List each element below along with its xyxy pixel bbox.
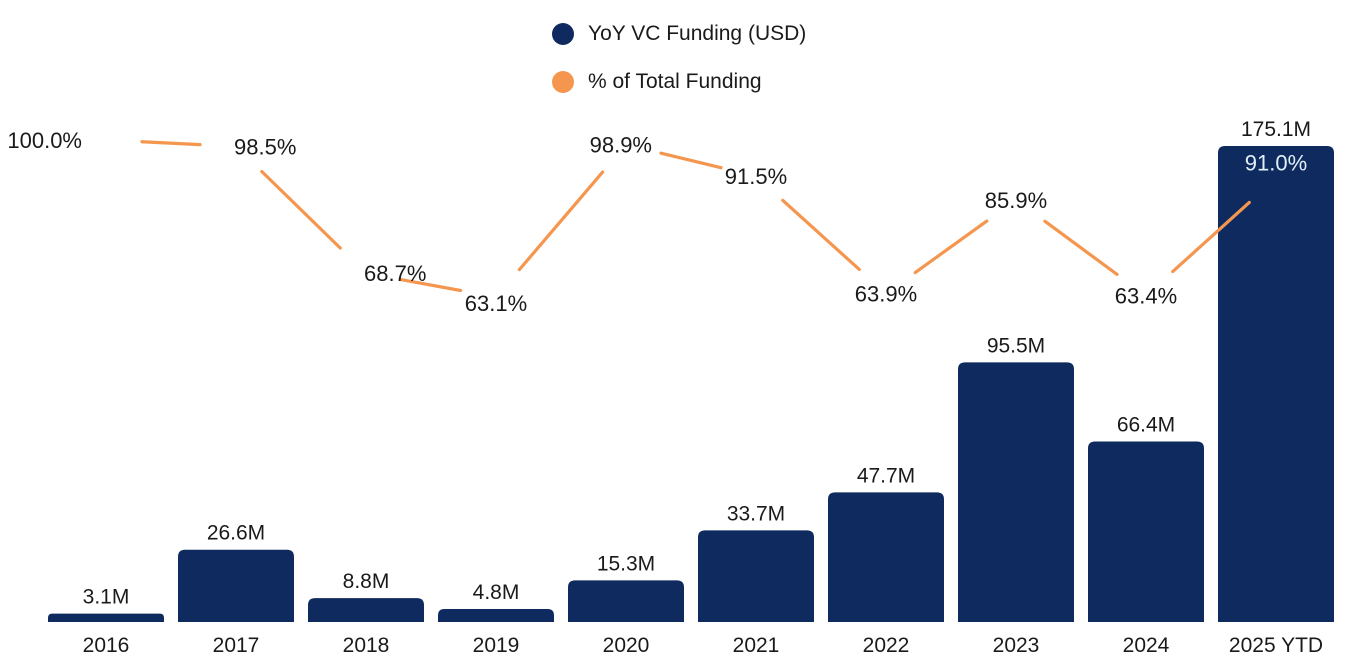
percent-line-segment (517, 170, 605, 272)
bar-value-label: 15.3M (597, 552, 655, 575)
bar-2025-ytd (1218, 146, 1334, 622)
percent-line-segment (260, 169, 342, 250)
x-axis-tick-label: 2021 (733, 634, 780, 657)
x-axis-tick-label: 2017 (213, 634, 260, 657)
percent-value-labels: 100.0% 98.5% 68.7% 63.1% 98.9% 91.5% 63.9% 85.9… (7, 128, 1307, 316)
bar-2023 (958, 362, 1074, 622)
percent-line-segment (399, 278, 463, 293)
percent-value-label: 63.9% (855, 282, 917, 307)
legend-item-funding: YoY VC Funding (USD) (552, 22, 806, 46)
percent-value-label: 68.7% (364, 261, 426, 286)
percent-value-label: 91.0% (1245, 150, 1307, 175)
x-axis-tick-label: 2023 (993, 634, 1040, 657)
bar-value-labels: 3.1M 26.6M 8.8M 4.8M 15.3M 33.7M 47.7M 95.5M 66.… (83, 118, 1311, 609)
bar-value-label: 66.4M (1117, 413, 1175, 436)
percent-value-label: 98.9% (590, 133, 652, 158)
bar-series (48, 146, 1334, 622)
bar-value-label: 95.5M (987, 334, 1045, 357)
x-axis-tick-label: 2018 (343, 634, 390, 657)
bar-2018 (308, 598, 424, 622)
bar-value-label: 33.7M (727, 502, 785, 525)
percent-value-label: 91.5% (725, 164, 787, 189)
x-axis-tick-label: 2024 (1123, 634, 1170, 657)
bar-2020 (568, 580, 684, 622)
bar-2017 (178, 549, 294, 622)
percent-line-segment (1043, 219, 1119, 276)
percent-line-segment (781, 198, 861, 272)
percent-line-segment (1171, 200, 1251, 274)
x-axis-tick-label: 2025 YTD (1229, 634, 1323, 657)
percent-value-label: 100.0% (7, 128, 82, 153)
x-axis-tick-label: 2016 (83, 634, 130, 657)
bar-2024 (1088, 441, 1204, 622)
x-axis-tick-label: 2022 (863, 634, 910, 657)
bar-value-label: 4.8M (473, 581, 520, 604)
bar-2021 (698, 530, 814, 622)
bar-value-label: 175.1M (1241, 118, 1311, 141)
percent-line-segment (140, 140, 202, 147)
bar-value-label: 47.7M (857, 464, 915, 487)
percent-value-label: 85.9% (985, 188, 1047, 213)
legend-item-percent: % of Total Funding (552, 70, 762, 94)
percent-line-segment (659, 151, 723, 170)
bar-value-label: 26.6M (207, 522, 265, 545)
legend-swatch-percent (552, 71, 574, 93)
bar-value-label: 3.1M (83, 586, 130, 609)
percent-value-label: 98.5% (234, 134, 296, 159)
legend-label-percent: % of Total Funding (588, 70, 762, 93)
percent-line-series (140, 140, 1251, 293)
x-axis-labels: 2016 2017 2018 2019 2020 2021 2022 2023 2024 2025… (83, 634, 1323, 657)
bar-2019 (438, 608, 554, 622)
percent-line-segment (913, 219, 989, 275)
bar-2016 (48, 613, 164, 622)
legend-swatch-funding (552, 23, 574, 45)
x-axis-tick-label: 2019 (473, 634, 520, 657)
bar-2022 (828, 492, 944, 622)
percent-value-label: 63.1% (465, 291, 527, 316)
x-axis-tick-label: 2020 (603, 634, 650, 657)
legend-label-funding: YoY VC Funding (USD) (588, 22, 807, 45)
bar-value-label: 8.8M (343, 570, 390, 593)
percent-value-label: 63.4% (1115, 284, 1177, 309)
